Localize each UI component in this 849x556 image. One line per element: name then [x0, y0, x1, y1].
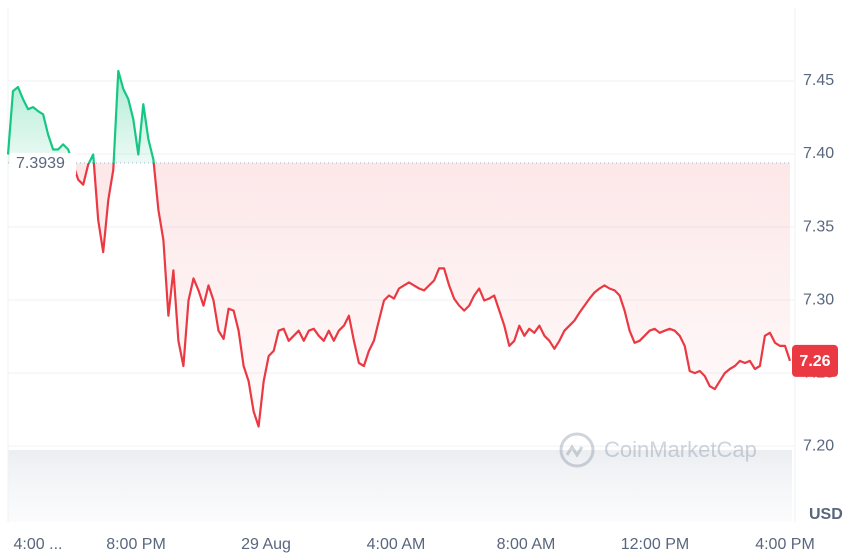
price-tag — [792, 344, 838, 377]
price-line — [6, 69, 792, 428]
price-area — [8, 70, 790, 427]
x-tick-label: 4:00 ... — [14, 536, 63, 553]
baseline-label-bg — [10, 152, 76, 175]
x-tick-label: 8:00 PM — [106, 536, 166, 553]
watermark: CoinMarketCap — [559, 432, 757, 468]
y-tick-label: 7.20 — [803, 437, 834, 454]
y-tick-label: 7.30 — [803, 291, 834, 308]
y-tick-label: 7.35 — [803, 218, 834, 235]
x-tick-label: 29 Aug — [241, 536, 291, 553]
baseline-label: 7.3939 — [16, 155, 65, 172]
y-tick-label: 7.45 — [803, 72, 834, 89]
price-tag-label: 7.26 — [799, 353, 830, 370]
x-tick-label: 4:00 AM — [367, 536, 426, 553]
x-tick-label: 4:00 PM — [755, 536, 815, 553]
y-unit: USD — [809, 506, 843, 523]
volume-band — [8, 450, 792, 522]
y-tick-label: 7.40 — [803, 145, 834, 162]
watermark-text: CoinMarketCap — [604, 437, 757, 462]
x-tick-label: 12:00 PM — [621, 536, 689, 553]
x-tick-label: 8:00 AM — [497, 536, 556, 553]
